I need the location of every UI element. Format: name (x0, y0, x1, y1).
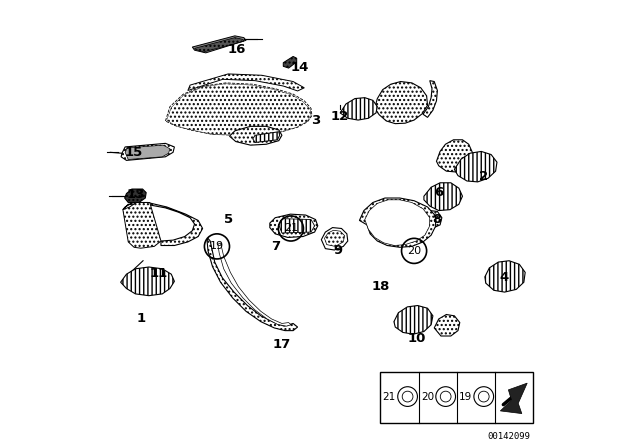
Text: 18: 18 (371, 280, 390, 293)
Text: 3: 3 (311, 114, 320, 128)
Text: 11: 11 (150, 267, 168, 280)
Text: 12: 12 (331, 110, 349, 123)
Polygon shape (394, 306, 433, 334)
Polygon shape (374, 82, 428, 124)
Bar (380, 372, 533, 423)
Text: 21: 21 (383, 392, 396, 401)
Text: 8: 8 (432, 213, 441, 226)
Circle shape (474, 387, 493, 406)
Text: 21: 21 (284, 224, 298, 233)
Polygon shape (192, 36, 246, 53)
Text: 10: 10 (407, 332, 426, 345)
Text: 9: 9 (333, 244, 342, 258)
Polygon shape (340, 98, 378, 120)
Polygon shape (167, 84, 311, 135)
Text: 19: 19 (210, 241, 224, 251)
Polygon shape (284, 56, 297, 68)
Circle shape (436, 387, 456, 406)
Polygon shape (230, 126, 282, 145)
Text: 16: 16 (228, 43, 246, 56)
Text: 20: 20 (407, 246, 421, 256)
Polygon shape (195, 38, 244, 52)
Polygon shape (418, 211, 442, 228)
Polygon shape (253, 132, 280, 142)
Text: 13: 13 (126, 188, 145, 202)
Polygon shape (500, 383, 527, 414)
Polygon shape (123, 202, 161, 248)
Polygon shape (207, 238, 298, 331)
Text: 7: 7 (271, 240, 280, 253)
Circle shape (397, 387, 417, 406)
Polygon shape (485, 261, 525, 292)
Text: 2: 2 (479, 170, 488, 184)
Text: 14: 14 (291, 60, 309, 74)
Text: 5: 5 (223, 213, 233, 226)
Polygon shape (188, 74, 305, 91)
Polygon shape (321, 228, 348, 250)
Polygon shape (324, 230, 345, 246)
Text: 17: 17 (273, 338, 291, 352)
Polygon shape (454, 151, 497, 182)
Polygon shape (435, 314, 460, 336)
Polygon shape (365, 200, 430, 246)
Polygon shape (121, 143, 174, 160)
Polygon shape (423, 81, 437, 117)
Text: 4: 4 (499, 271, 508, 284)
Polygon shape (121, 267, 174, 296)
Polygon shape (123, 202, 203, 246)
Text: 1: 1 (136, 311, 145, 325)
Polygon shape (279, 219, 315, 233)
Polygon shape (125, 145, 170, 159)
Polygon shape (218, 243, 291, 326)
Polygon shape (436, 140, 472, 172)
Text: 6: 6 (434, 186, 444, 199)
Polygon shape (125, 189, 146, 202)
Text: 20: 20 (421, 392, 434, 401)
Text: 00142099: 00142099 (488, 432, 531, 441)
Text: 15: 15 (125, 146, 143, 159)
Polygon shape (360, 198, 436, 247)
Polygon shape (424, 183, 463, 211)
Polygon shape (270, 214, 317, 237)
Text: 19: 19 (459, 392, 472, 401)
